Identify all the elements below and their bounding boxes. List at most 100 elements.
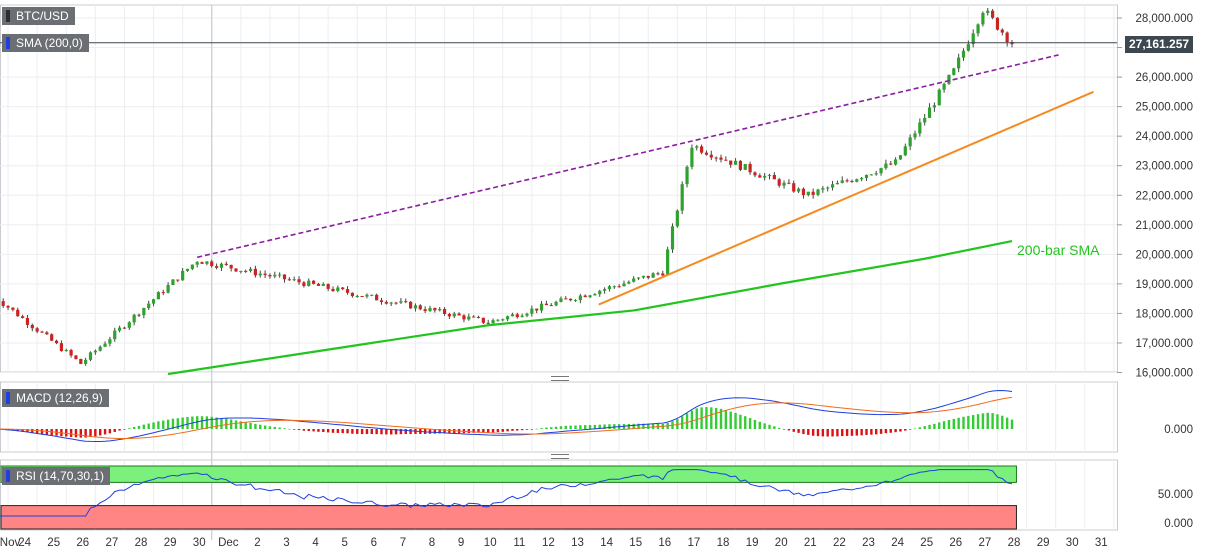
candle-up (797, 188, 801, 192)
macd-histogram-bar (986, 412, 989, 429)
candle-down (729, 160, 733, 165)
macd-histogram-bar (322, 429, 325, 433)
time-tick-label: Nov (0, 537, 20, 549)
macd-histogram-bar (254, 423, 257, 429)
price-tick-label: 22,000.000 (1135, 190, 1193, 202)
macd-histogram-bar (65, 429, 68, 437)
candle-down (404, 301, 408, 303)
candle-up (840, 180, 844, 183)
candle-up (98, 346, 102, 351)
macd-histogram-bar (836, 429, 839, 437)
time-tick-label: 10 (484, 537, 497, 549)
time-tick-label: 26 (949, 537, 962, 549)
macd-histogram-bar (268, 426, 272, 429)
pane-resize-handle-rsi[interactable] (551, 454, 569, 459)
macd-histogram-bar (845, 429, 849, 436)
candle-down (753, 172, 757, 176)
rsi-label: RSI (14,70,30,1) (16, 469, 105, 483)
candle-down (758, 175, 762, 178)
candle-down (215, 266, 219, 268)
candle-down (137, 314, 141, 316)
macd-histogram-bar (409, 429, 412, 435)
candle-up (763, 175, 767, 178)
macd-histogram-bar (399, 429, 403, 435)
price-tick-label: 25,000.000 (1135, 102, 1193, 114)
macd-histogram-bar (603, 424, 606, 429)
candle-down (738, 160, 742, 170)
macd-histogram-bar (428, 429, 432, 434)
candle-up (942, 83, 946, 90)
macd-histogram-bar (137, 425, 141, 429)
macd-histogram-bar (171, 418, 175, 429)
candle-up (438, 308, 442, 311)
macd-line (0, 390, 1013, 443)
macd-histogram-bar (690, 410, 694, 429)
support-line (598, 90, 1094, 306)
candle-up (147, 303, 151, 309)
candle-down (1, 301, 5, 306)
candle-up (898, 155, 903, 160)
candle-up (336, 287, 340, 291)
candle-up (84, 359, 88, 364)
macd-signal-line (0, 396, 1013, 440)
candle-up (370, 294, 374, 296)
macd-histogram-bar (972, 415, 975, 429)
macd-histogram-bar (976, 414, 980, 429)
candle-down (16, 309, 20, 317)
macd-histogram-bar (850, 429, 854, 436)
candle-up (413, 305, 418, 309)
macd-histogram-bar (113, 429, 116, 432)
candle-down (74, 355, 78, 359)
candle-up (171, 279, 175, 286)
candle-down (704, 152, 709, 155)
macd-histogram-bar (312, 429, 315, 432)
macd-histogram-bar (351, 429, 354, 434)
macd-histogram-bar (360, 429, 364, 435)
time-tick-label: 17 (688, 537, 701, 549)
time-tick-label: 12 (542, 537, 555, 549)
candle-up (830, 184, 835, 188)
macd-histogram-bar (302, 429, 306, 431)
macd-histogram-bar (729, 411, 732, 429)
macd-histogram-bar (128, 428, 131, 429)
macd-histogram-bar (773, 426, 776, 429)
macd-histogram-bar (632, 423, 635, 429)
candle-down (991, 10, 995, 18)
candle-down (50, 334, 54, 341)
candle-down (200, 262, 204, 264)
candle-down (360, 296, 364, 298)
time-tick-label: 19 (746, 537, 759, 549)
time-tick-label: 20 (775, 537, 788, 549)
price-tick-label: 17,000.000 (1135, 338, 1193, 350)
macd-histogram-bar (826, 429, 829, 437)
time-tick-label: 14 (600, 537, 613, 549)
candle-down (379, 300, 384, 302)
candle-down (476, 316, 481, 318)
time-tick-label: 6 (371, 537, 377, 549)
macd-histogram-bar (365, 429, 369, 435)
candle-up (879, 168, 883, 174)
price-tick-label: 19,000.000 (1135, 279, 1193, 291)
candle-down (45, 332, 49, 335)
macd-histogram-bar (467, 429, 470, 434)
time-tick-label: 15 (629, 537, 642, 549)
macd-histogram-bar (627, 423, 631, 429)
macd-histogram-bar (889, 429, 892, 433)
candle-up (205, 261, 209, 264)
candle-down (394, 302, 398, 304)
macd-histogram-bar (802, 429, 805, 435)
candle-up (680, 184, 684, 211)
macd-histogram-bar (598, 424, 601, 429)
sma-annotation: 200-bar SMA (1017, 242, 1100, 258)
macd-histogram-bar (647, 423, 650, 429)
macd-histogram-bar (651, 423, 655, 429)
macd-histogram-bar (569, 425, 572, 429)
macd-histogram-bar (346, 429, 349, 434)
time-tick-label: 23 (862, 537, 875, 549)
macd-histogram-bar (1010, 419, 1014, 429)
macd-histogram-bar (448, 429, 451, 434)
symbol-label: BTC/USD (16, 9, 69, 23)
candle-down (375, 294, 379, 301)
candle-up (142, 308, 146, 316)
pane-resize-handle-macd[interactable] (551, 376, 569, 381)
